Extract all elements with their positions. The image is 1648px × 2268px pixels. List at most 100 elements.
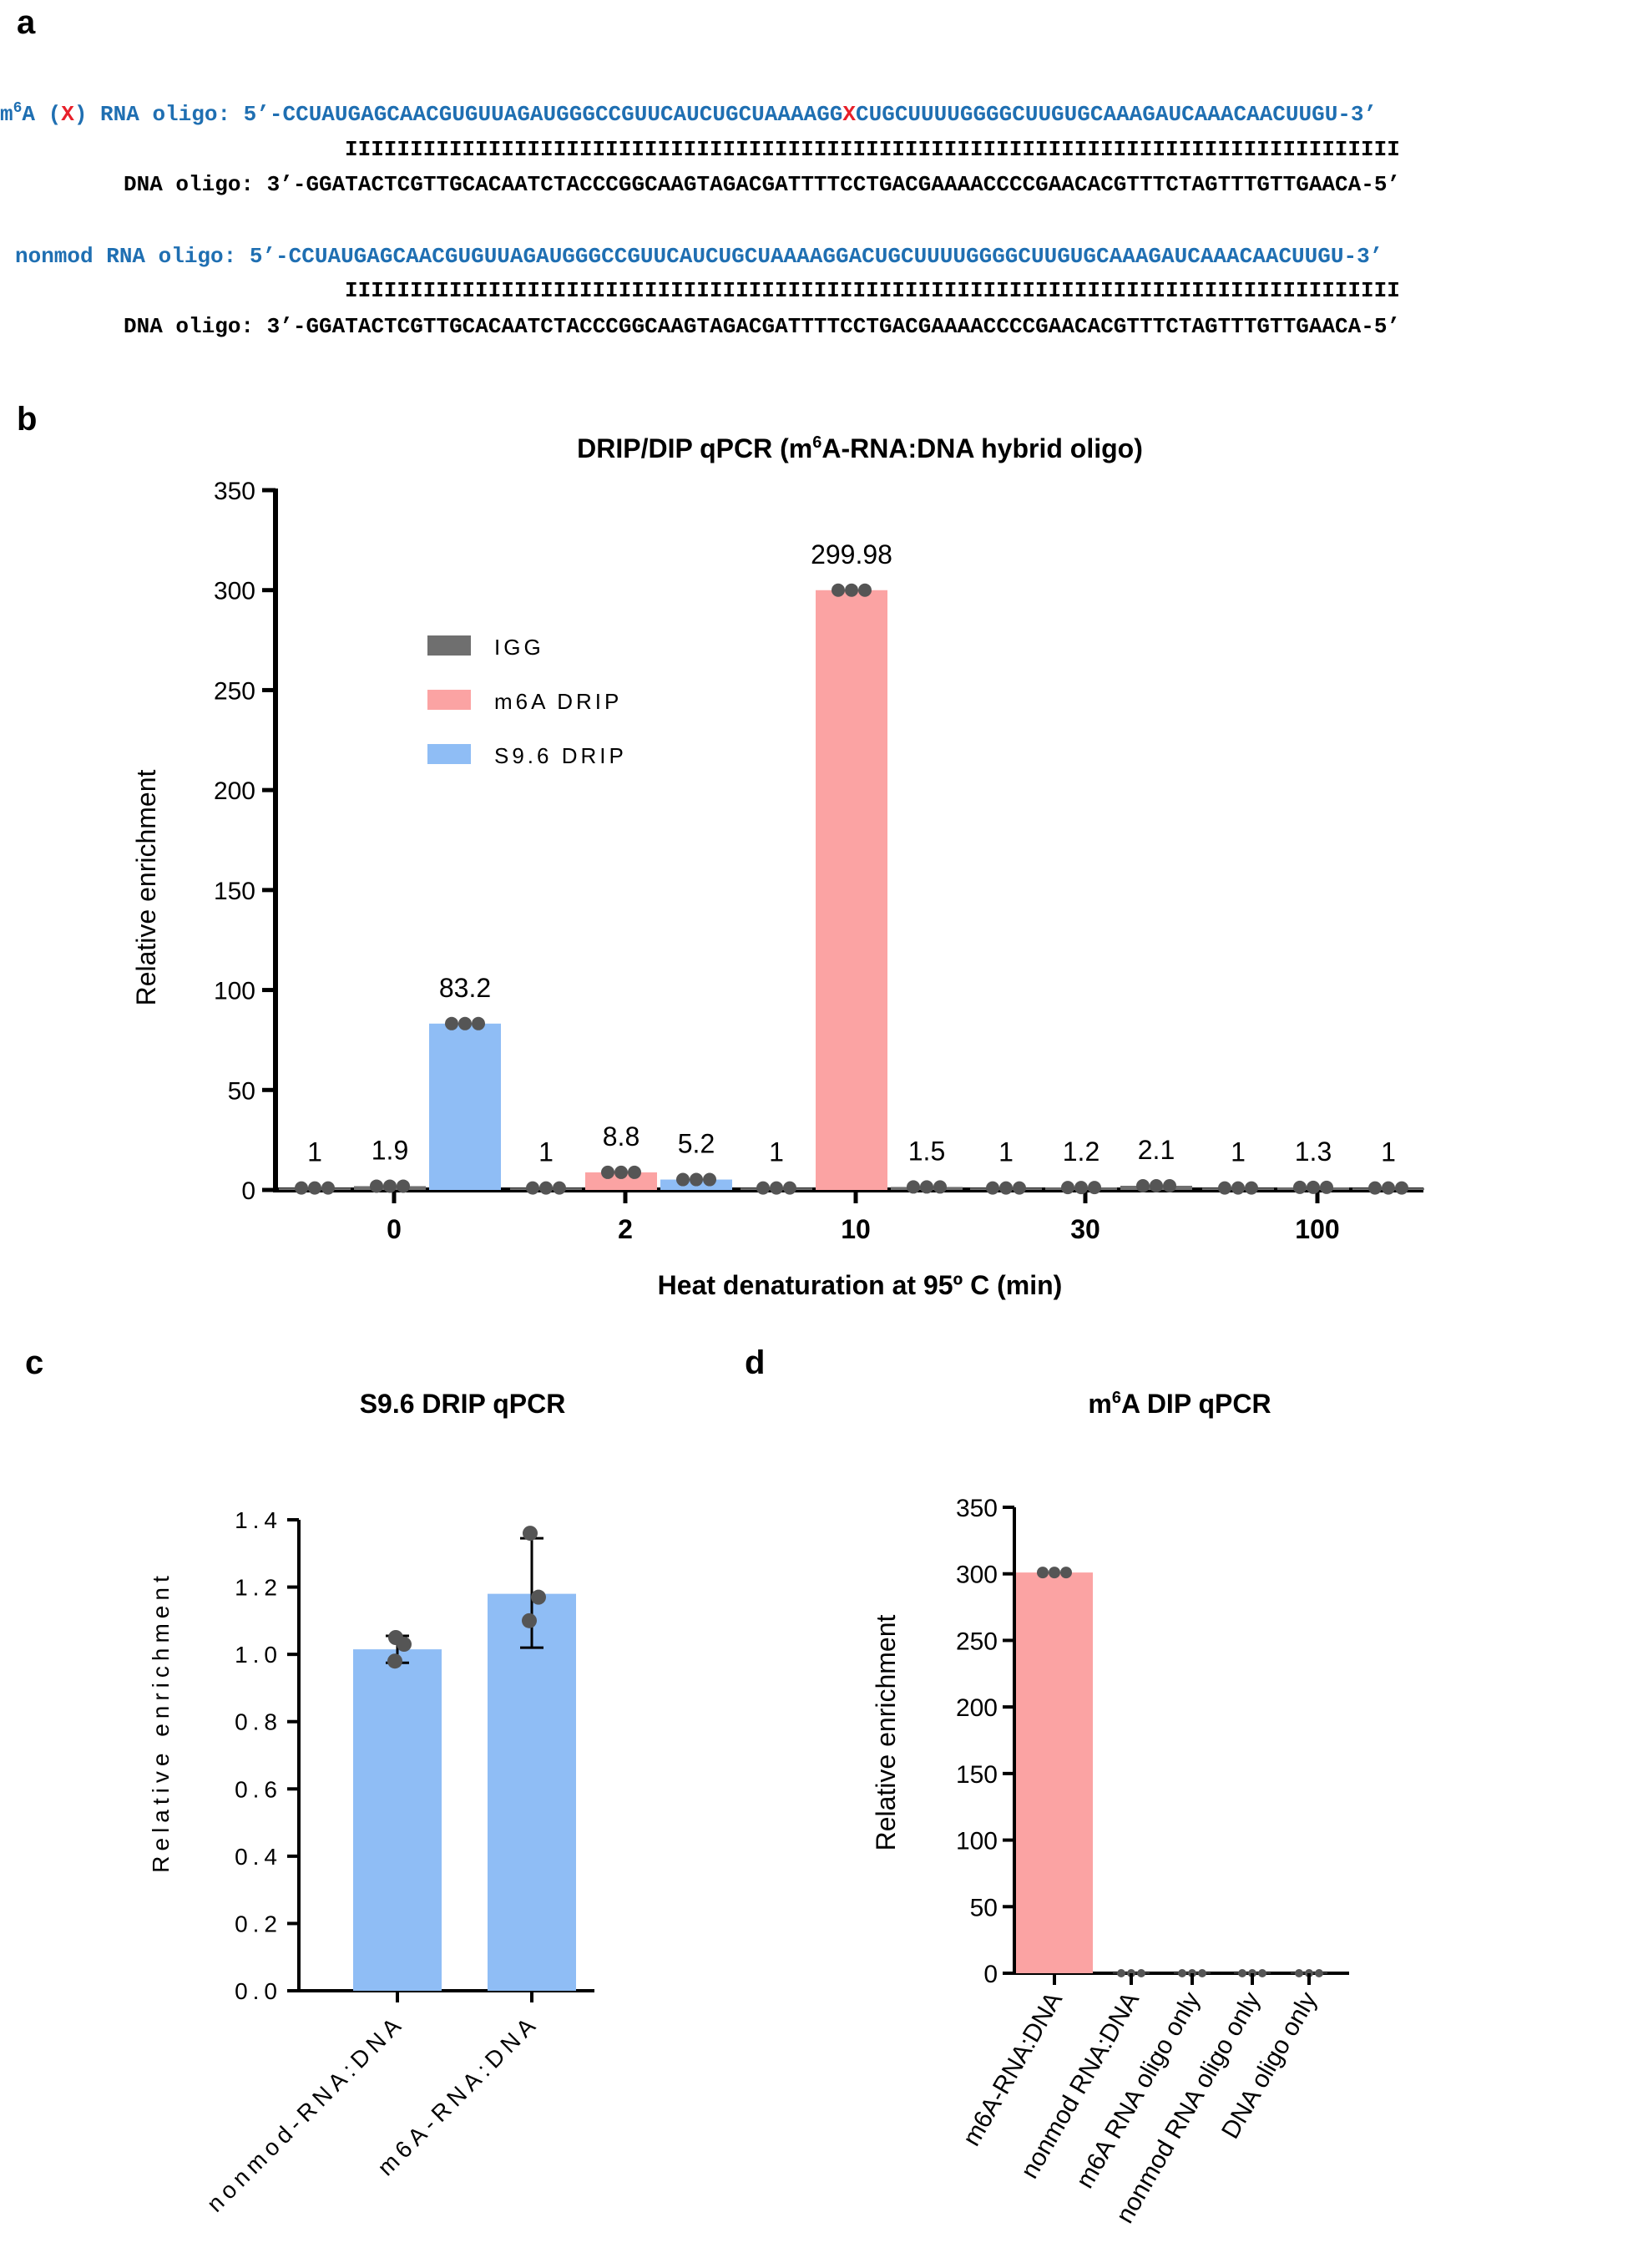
chart-c-y-tick-label: 1.4 — [235, 1507, 282, 1533]
chart-b-point — [1136, 1178, 1150, 1192]
chart-b-point — [832, 583, 845, 597]
chart-b-data-label: 83.2 — [439, 973, 491, 1003]
chart-b-point — [920, 1180, 933, 1194]
chart-b-point — [1320, 1180, 1333, 1194]
m6a-rna-line: m6A (X) RNA oligo: 5’-CCUAUGAGCAACGUGUUA… — [0, 100, 1377, 127]
chart-b-point — [676, 1172, 690, 1187]
chart-d-point — [1198, 1969, 1206, 1977]
chart-b-y-tick-label: 350 — [214, 478, 255, 505]
chart-b-y-tick-label: 200 — [214, 777, 255, 805]
chart-b-point — [383, 1179, 397, 1193]
chart-d-y-tick-label: 150 — [956, 1761, 998, 1789]
chart-b-bar — [429, 1023, 501, 1190]
chart-d-point — [1315, 1969, 1323, 1977]
chart-b-data-label: 8.8 — [603, 1121, 639, 1152]
chart-b-data-label: 1.9 — [372, 1135, 408, 1165]
chart-b-point — [1061, 1181, 1074, 1195]
m6a-rna-prefix-sup: 6 — [13, 100, 23, 117]
chart-b-point — [1395, 1181, 1408, 1195]
m6a-dna-label: DNA oligo: 3’- — [124, 172, 306, 197]
chart-b-x-tick-label: 10 — [841, 1214, 871, 1244]
chart-b-data-label: 1.5 — [908, 1136, 945, 1166]
chart-b-point — [1163, 1178, 1176, 1192]
chart-b-point — [907, 1180, 920, 1194]
chart-c-y-tick-label: 0.8 — [235, 1709, 282, 1735]
chart-c-y-tick-label: 0.2 — [235, 1911, 282, 1936]
panel-b-label: b — [17, 401, 37, 438]
chart-b-point — [472, 1016, 485, 1030]
chart-b-point — [601, 1165, 614, 1179]
chart-b-data-label: 1 — [1231, 1137, 1246, 1167]
chart-d-y-tick-label: 350 — [956, 1495, 998, 1522]
chart-d-point — [1037, 1567, 1049, 1579]
chart-b-point — [1150, 1178, 1163, 1192]
chart-b-data-label: 1 — [1381, 1137, 1396, 1167]
chart-b-x-tick-label: 2 — [618, 1214, 633, 1244]
chart-b-data-label: 1 — [307, 1137, 322, 1167]
chart-b-y-tick-label: 300 — [214, 578, 255, 605]
m6a-rna-prefix-2: A ( — [22, 102, 61, 127]
chart-d-ylabel: Relative enrichment — [871, 1614, 901, 1850]
chart-b-point — [1382, 1181, 1395, 1195]
chart-b-point — [986, 1181, 999, 1195]
chart-b-title: DRIP/DIP qPCR (m6A-RNA:DNA hybrid oligo) — [577, 433, 1143, 463]
chart-b: 0 50 100 150 200 250 300 350 0 1 1.9 83.2 2 1 8.8 5.2 10… — [214, 478, 1424, 1244]
chart-d-y-tick-label: 100 — [956, 1828, 998, 1855]
chart-b-x-tick-label: 0 — [387, 1214, 402, 1244]
chart-d-y-tick-label: 300 — [956, 1562, 998, 1589]
chart-b-y-tick-label: 50 — [228, 1077, 255, 1105]
chart-b-legend-label: m6A DRIP — [494, 689, 622, 714]
chart-b-point — [553, 1181, 566, 1195]
chart-c-ylabel: Relative enrichment — [148, 1571, 174, 1872]
nonmod-rna-seq: CCUAUGAGCAACGUGUUAGAUGGGCCGUUCAUCUGCUAAA… — [289, 244, 1383, 269]
chart-b-point — [397, 1179, 410, 1193]
chart-b-data-label: 1 — [998, 1137, 1014, 1167]
chart-b-point — [308, 1181, 321, 1195]
chart-c-y-tick-label: 0.6 — [235, 1776, 282, 1802]
chart-b-point — [526, 1181, 539, 1195]
m6a-marker: X — [61, 102, 74, 127]
panel-d-label: d — [745, 1344, 765, 1381]
nonmod-dna-label: DNA oligo: 3’- — [124, 314, 306, 339]
chart-b-point — [1245, 1181, 1258, 1195]
chart-b-y-tick-label: 0 — [241, 1177, 255, 1205]
chart-d-point — [1178, 1969, 1186, 1977]
chart-b-point — [1368, 1181, 1382, 1195]
m6a-rna-seq-b: CUGCUUUUGGGGCUUGUGCAAAGAUCAAACAACUUGU-3’ — [856, 102, 1377, 127]
chart-b-y-tick-label: 100 — [214, 978, 255, 1005]
m6a-dna-line: DNA oligo: 3’-GGATACTCGTTGCACAATCTACCCGG… — [124, 172, 1400, 197]
chart-b-legend-swatch — [427, 744, 471, 764]
chart-d-y-tick-label: 50 — [970, 1894, 998, 1921]
chart-d-point — [1258, 1969, 1266, 1977]
m6a-rna-prefix: m — [0, 102, 13, 127]
chart-b-point — [933, 1180, 947, 1194]
chart-c-point — [522, 1612, 537, 1628]
m6a-pair-bars: IIIIIIIIIIIIIIIIIIIIIIIIIIIIIIIIIIIIIIII… — [345, 137, 1400, 162]
chart-d-point — [1295, 1969, 1303, 1977]
chart-b-point — [614, 1165, 628, 1179]
chart-b-point — [703, 1172, 716, 1187]
chart-d-point — [1238, 1969, 1246, 1977]
chart-b-legend-label: IGG — [494, 635, 544, 660]
chart-b-legend-label: S9.6 DRIP — [494, 743, 627, 768]
chart-d-point — [1049, 1567, 1060, 1579]
chart-b-point — [295, 1181, 308, 1195]
chart-c-point — [531, 1589, 546, 1605]
chart-d-bar — [1016, 1572, 1093, 1973]
chart-b-point — [1231, 1181, 1245, 1195]
chart-b-legend-swatch — [427, 690, 471, 710]
chart-b-legend-swatch — [427, 635, 471, 656]
chart-b-point — [321, 1181, 335, 1195]
chart-c-y-tick-label: 1.0 — [235, 1642, 282, 1668]
chart-b-point — [539, 1181, 553, 1195]
m6a-dna-seq: GGATACTCGTTGCACAATCTACCCGGCAAGTAGACGATTT… — [306, 172, 1400, 197]
chart-c-y-tick-label: 0.4 — [235, 1844, 282, 1870]
chart-b-point — [845, 583, 858, 597]
chart-c-y-tick-label: 1.2 — [235, 1575, 282, 1601]
chart-b-x-tick-label: 100 — [1295, 1214, 1339, 1244]
chart-d-point — [1060, 1567, 1072, 1579]
chart-b-data-label: 1 — [538, 1137, 554, 1167]
chart-d-y-tick-label: 250 — [956, 1628, 998, 1655]
chart-d-point — [1137, 1969, 1145, 1977]
